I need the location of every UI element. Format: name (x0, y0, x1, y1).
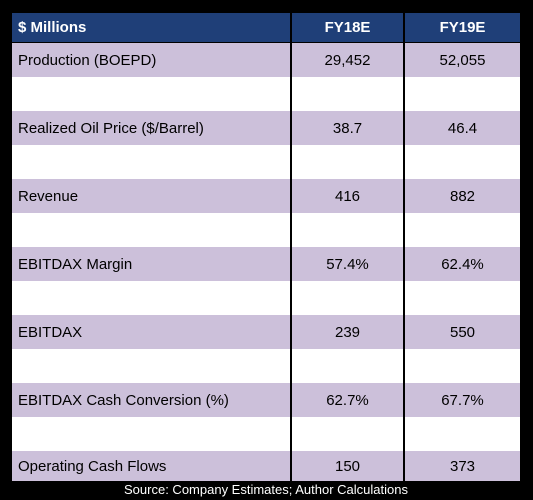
fy18e-value: 150 (290, 451, 404, 481)
fy18e-value: 38.7 (290, 111, 404, 145)
row-label: Realized Oil Price ($/Barrel) (12, 111, 291, 145)
table-row-cash-conversion: EBITDAX Cash Conversion (%) 62.7% 67.7% (12, 383, 520, 417)
fy19e-value: 62.4% (403, 247, 520, 281)
spacer-row (12, 145, 520, 179)
spacer-row (12, 281, 520, 315)
table-row-oil-price: Realized Oil Price ($/Barrel) 38.7 46.4 (12, 111, 520, 145)
row-label: Operating Cash Flows (12, 451, 291, 481)
fy19e-value: 46.4 (403, 111, 520, 145)
spacer-row (12, 349, 520, 383)
table-row-operating-cash-flows: Operating Cash Flows 150 373 (12, 451, 520, 481)
spacer-row (12, 213, 520, 247)
source-note: Source: Company Estimates; Author Calcul… (124, 482, 408, 497)
fy18e-value: 29,452 (290, 42, 404, 77)
fy19e-value: 52,055 (403, 42, 520, 77)
table-row-ebitdax-margin: EBITDAX Margin 57.4% 62.4% (12, 247, 520, 281)
fy19e-value: 882 (403, 179, 520, 213)
fy19e-header: FY19E (403, 12, 520, 43)
fy18e-header: FY18E (290, 12, 404, 43)
table-row-ebitdax: EBITDAX 239 550 (12, 315, 520, 349)
row-label: Revenue (12, 179, 291, 213)
fy18e-value: 239 (290, 315, 404, 349)
table-header-row: $ Millions FY18E FY19E (12, 12, 520, 43)
table-row-revenue: Revenue 416 882 (12, 179, 520, 213)
financial-estimates-table: $ Millions FY18E FY19E Production (BOEPD… (12, 12, 520, 481)
table-row-production: Production (BOEPD) 29,452 52,055 (12, 42, 520, 77)
spacer-row (12, 77, 520, 111)
spacer-row (12, 417, 520, 451)
row-label: EBITDAX Margin (12, 247, 291, 281)
fy18e-value: 57.4% (290, 247, 404, 281)
fy19e-value: 550 (403, 315, 520, 349)
fy18e-value: 62.7% (290, 383, 404, 417)
units-header: $ Millions (12, 12, 291, 43)
row-label: EBITDAX (12, 315, 291, 349)
row-label: EBITDAX Cash Conversion (%) (12, 383, 291, 417)
row-label: Production (BOEPD) (12, 42, 291, 77)
fy18e-value: 416 (290, 179, 404, 213)
fy19e-value: 67.7% (403, 383, 520, 417)
fy19e-value: 373 (403, 451, 520, 481)
